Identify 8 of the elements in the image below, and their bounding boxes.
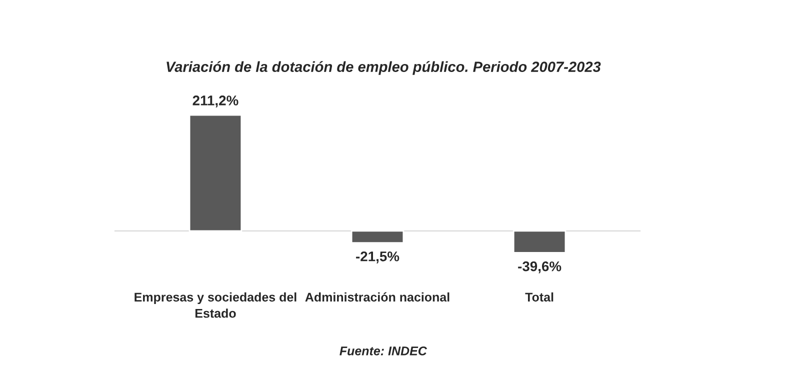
chart-title: Variación de la dotación de empleo público. Periodo 2007-2023 bbox=[166, 61, 601, 75]
x-tick-label: Empresas y sociedades del Estado bbox=[134, 292, 296, 318]
data-label: 211,2% bbox=[192, 96, 238, 108]
source-note: Fuente: INDEC bbox=[340, 346, 428, 356]
data-label: -21,5% bbox=[356, 251, 400, 264]
x-tick-label: Total bbox=[525, 292, 554, 302]
data-label: -39,6% bbox=[518, 261, 562, 274]
x-tick-label: Administración nacional bbox=[305, 292, 450, 302]
